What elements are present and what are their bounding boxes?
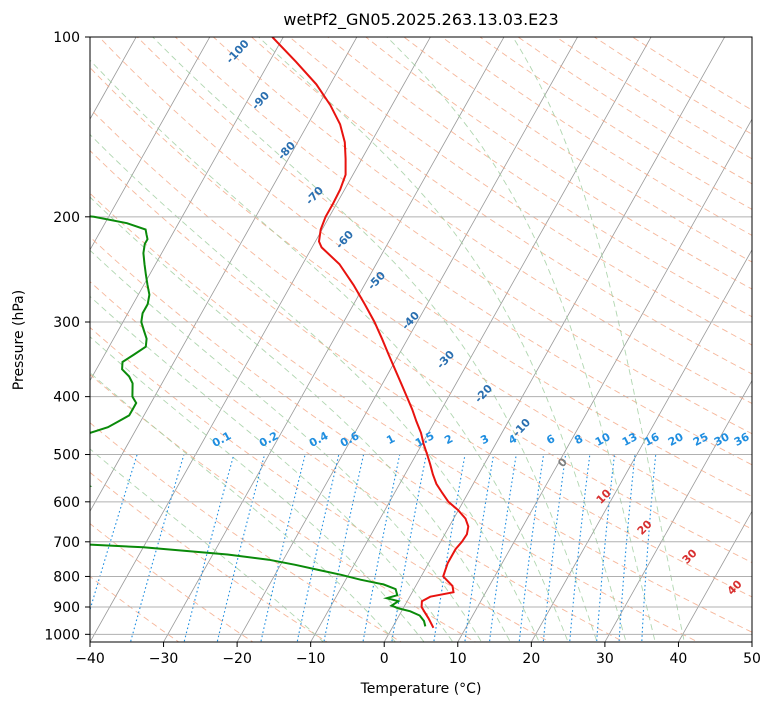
plot-frame bbox=[89, 36, 753, 643]
isotherm-line bbox=[677, 510, 752, 642]
x-tick-label: 50 bbox=[743, 651, 761, 667]
plot-background bbox=[90, 37, 752, 642]
mixing-ratio-line bbox=[296, 454, 340, 642]
x-tick-label: −30 bbox=[149, 651, 179, 667]
isotherm-line bbox=[90, 37, 358, 513]
isotherm-line bbox=[90, 37, 211, 251]
isotherm-line bbox=[604, 379, 752, 642]
x-tick-label: −10 bbox=[296, 651, 326, 667]
dry-adiabat-line bbox=[326, 37, 752, 318]
mixing-ratio-label: 36 bbox=[732, 430, 752, 449]
isotherm-line bbox=[530, 249, 752, 642]
y-tick-label: 1000 bbox=[44, 627, 80, 643]
y-axis: 100 200 300 400 500 600 700 800 900 1000 bbox=[44, 30, 90, 643]
mixing-ratio-line bbox=[323, 454, 365, 642]
y-tick-label: 100 bbox=[53, 30, 80, 46]
mixing-ratio-label: 10 bbox=[593, 430, 613, 449]
moist-adiabat-line bbox=[90, 196, 511, 642]
dry-adiabat-line bbox=[90, 149, 752, 598]
profile-traces bbox=[90, 37, 470, 629]
x-tick-label: 40 bbox=[670, 651, 688, 667]
mixing-ratio-line bbox=[362, 454, 401, 642]
y-tick-label: 500 bbox=[53, 448, 80, 464]
dry-adiabat-line bbox=[365, 37, 752, 290]
dry-adiabat-line bbox=[90, 67, 752, 530]
mixing-ratio-label: 20 bbox=[666, 430, 686, 449]
x-tick-label: −20 bbox=[222, 651, 252, 667]
y-tick-label: 400 bbox=[53, 390, 80, 406]
isotherm-line bbox=[383, 37, 726, 642]
mixing-ratio-line bbox=[488, 454, 517, 642]
mixing-ratio-line bbox=[542, 454, 567, 642]
dry-adiabat-line bbox=[174, 37, 752, 435]
y-tick-label: 800 bbox=[53, 569, 80, 585]
mixing-ratio-label: 25 bbox=[691, 430, 711, 449]
dry-adiabat-line bbox=[90, 471, 328, 642]
temperature-trace bbox=[271, 37, 470, 629]
mixing-ratio-line bbox=[569, 454, 591, 642]
mixing-ratio-label: 16 bbox=[642, 430, 662, 449]
dewpoint-trace bbox=[90, 215, 427, 627]
isotherm-line bbox=[457, 118, 752, 642]
dry-adiabat-line bbox=[212, 37, 752, 405]
x-tick-label: 0 bbox=[380, 651, 389, 667]
x-tick-label: 20 bbox=[522, 651, 540, 667]
x-tick-label: 10 bbox=[449, 651, 467, 667]
y-tick-label: 700 bbox=[53, 535, 80, 551]
y-tick-label: 300 bbox=[53, 315, 80, 331]
y-tick-label: 900 bbox=[53, 600, 80, 616]
mixing-ratio-line bbox=[518, 454, 545, 642]
isotherm-line bbox=[0, 15, 1, 649]
x-axis: −40 −30 −20 −10 0 10 20 30 40 50 bbox=[75, 642, 761, 667]
dry-adiabat-line bbox=[90, 108, 752, 564]
mixing-ratio-line bbox=[464, 454, 495, 642]
x-axis-label: Temperature (°C) bbox=[360, 681, 482, 697]
chart-title: wetPf2_GN05.2025.263.13.03.E23 bbox=[283, 10, 558, 30]
mixing-ratio-line bbox=[391, 454, 427, 642]
mixing-ratio-label: 13 bbox=[620, 430, 640, 449]
mixing-ratio-line bbox=[129, 454, 185, 642]
x-tick-label: 30 bbox=[596, 651, 614, 667]
isotherm-line bbox=[90, 37, 431, 642]
dry-adiabat-line bbox=[90, 326, 551, 642]
mixing-ratio-label: 30 bbox=[712, 430, 732, 449]
y-axis-label: Pressure (hPa) bbox=[11, 290, 27, 390]
y-tick-label: 200 bbox=[53, 210, 80, 226]
isotherm-line bbox=[163, 37, 505, 642]
isotherm-line bbox=[90, 37, 284, 382]
mixing-ratio-line bbox=[183, 454, 235, 642]
y-tick-label: 600 bbox=[53, 495, 80, 511]
x-tick-label: −40 bbox=[75, 651, 105, 667]
